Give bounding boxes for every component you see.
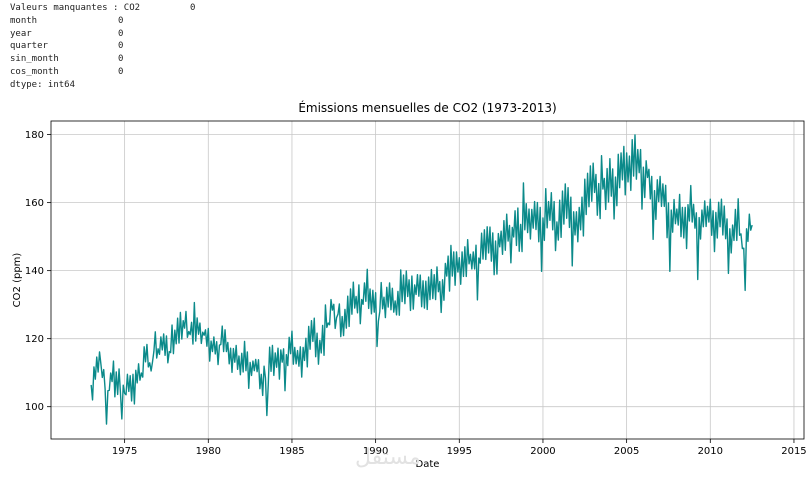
console-header-row: Valeurs manquantes : CO2 0: [10, 2, 195, 15]
console-row-value: 0: [118, 15, 124, 26]
x-tick-label: 1990: [363, 446, 388, 457]
x-tick-label: 2005: [614, 446, 639, 457]
console-header-value: 0: [190, 3, 196, 13]
missing-values-output: Valeurs manquantes : CO2 0 month 0 year 0 quar…: [10, 2, 195, 92]
console-row-label: year: [10, 28, 32, 39]
x-axis-label: Date: [416, 459, 440, 470]
watermark-logo: مستقل: [355, 445, 421, 470]
console-row-value: 0: [118, 66, 124, 77]
x-tick-label: 1995: [447, 446, 472, 457]
x-tick-label: 1980: [196, 446, 221, 457]
console-row: quarter 0: [10, 40, 195, 53]
x-tick-label: 2010: [698, 446, 723, 457]
plot-frame: [50, 120, 805, 440]
y-tick-label: 140: [25, 266, 44, 277]
y-tick-label: 160: [25, 198, 44, 209]
console-row-value: 0: [118, 41, 124, 52]
console-header-label: Valeurs manquantes : CO2: [10, 3, 141, 13]
console-row-value: 0: [118, 54, 124, 65]
console-row-value: 0: [118, 28, 124, 39]
console-row: sin_month 0: [10, 53, 195, 66]
console-row: year 0: [10, 28, 195, 41]
y-tick-label: 120: [25, 334, 44, 345]
chart-title: Émissions mensuelles de CO2 (1973-2013): [298, 100, 556, 115]
x-tick-label: 1985: [279, 446, 304, 457]
x-tick-label: 2000: [530, 446, 555, 457]
y-tick-label: 100: [25, 402, 44, 413]
console-dtype: dtype: int64: [10, 79, 76, 90]
y-axis-label: CO2 (ppm): [12, 253, 23, 308]
console-row: month 0: [10, 15, 195, 28]
console-row-label: quarter: [10, 41, 48, 52]
console-row-label: month: [10, 15, 38, 26]
console-row-label: cos_month: [10, 66, 59, 77]
console-row-label: sin_month: [10, 54, 59, 65]
y-tick-label: 180: [25, 130, 44, 141]
console-row: cos_month 0: [10, 66, 195, 79]
x-tick-label: 2015: [781, 446, 806, 457]
x-tick-label: 1975: [112, 446, 137, 457]
co2-series-line: [90, 134, 753, 425]
